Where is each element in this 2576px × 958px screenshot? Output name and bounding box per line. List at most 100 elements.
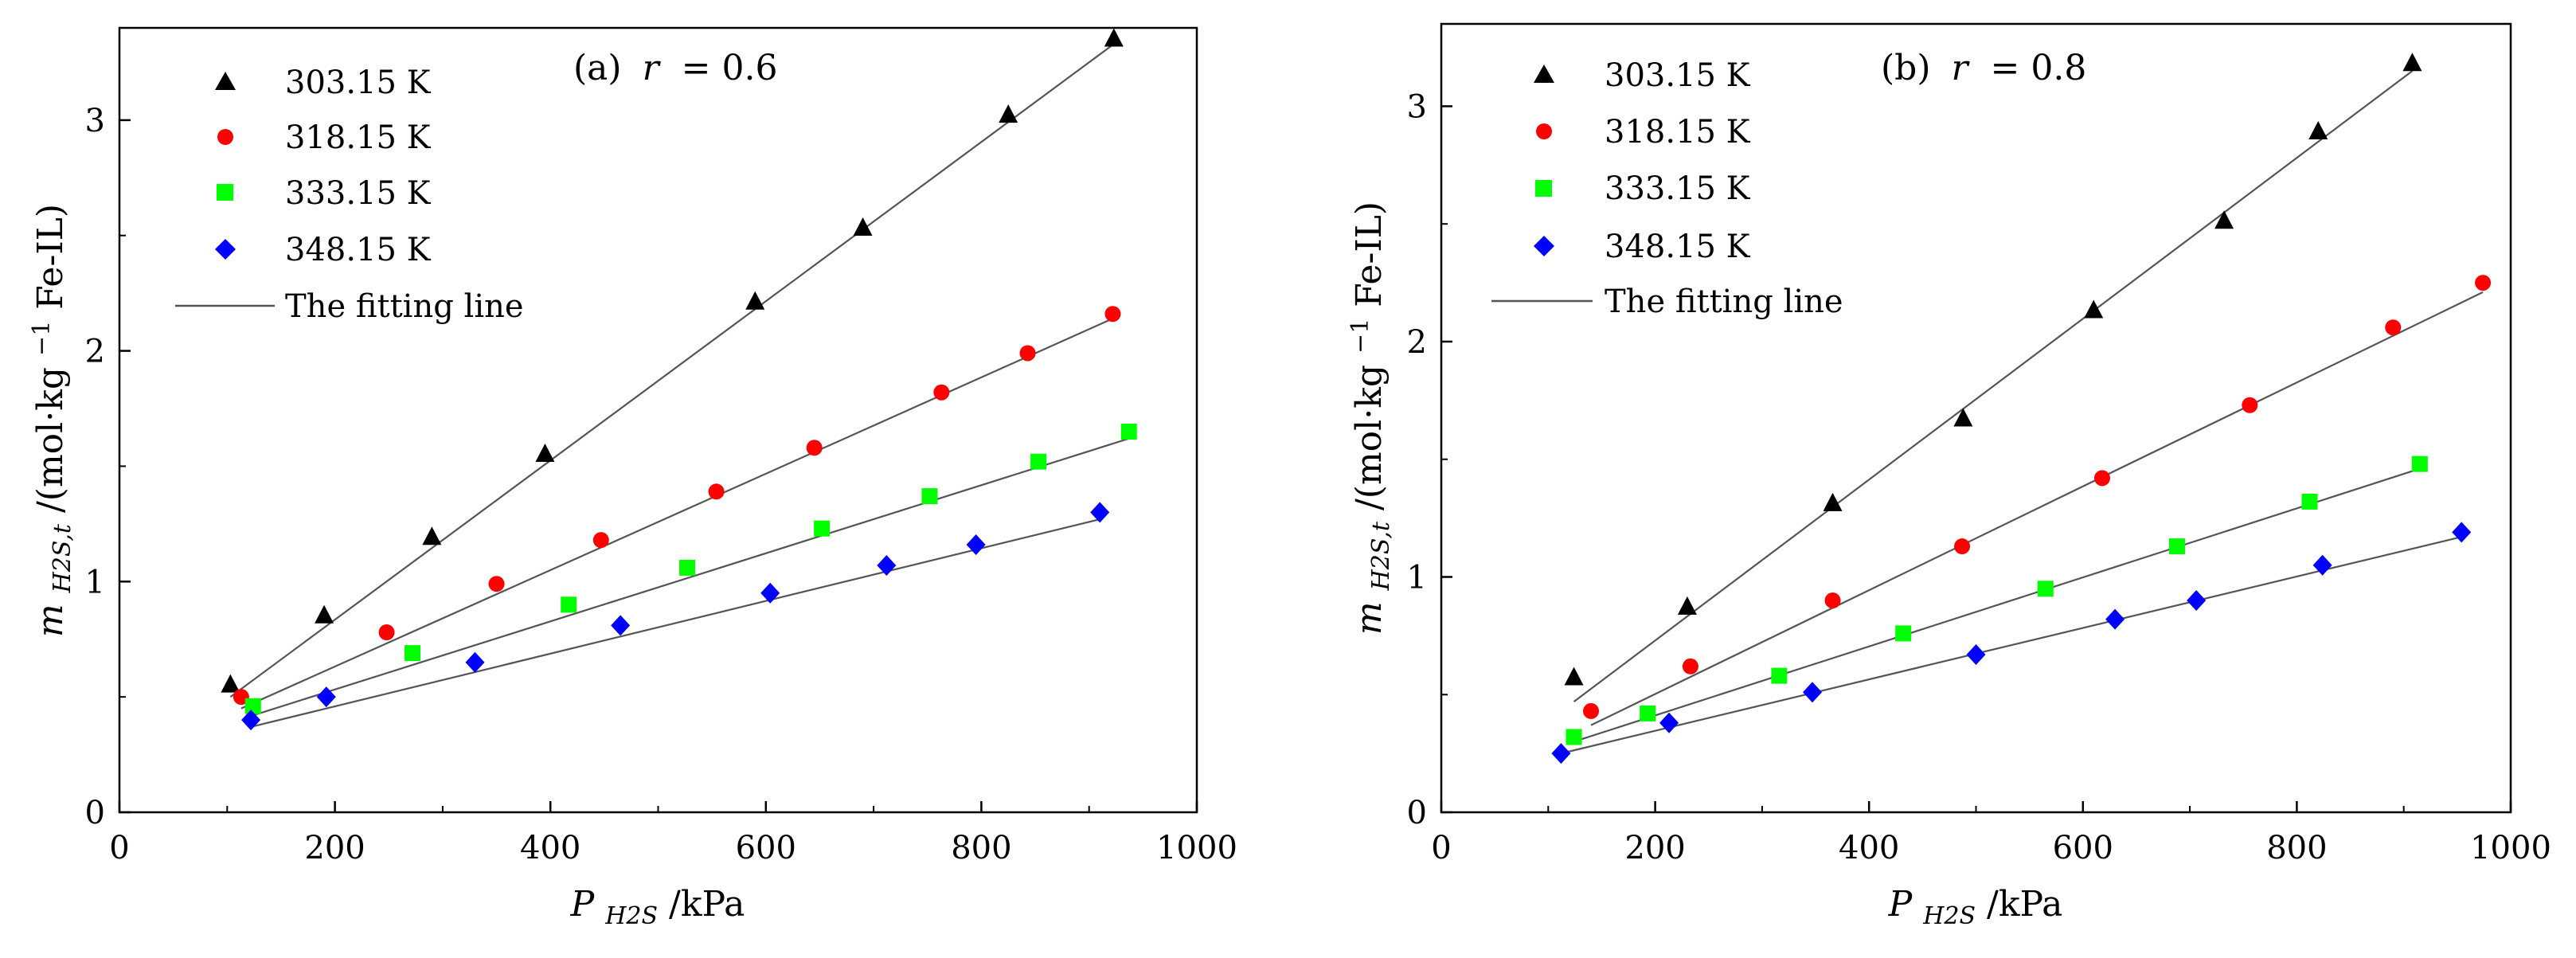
panel-a-fit-lines [229, 43, 1130, 728]
panel-a-y-tick-label: 3 [85, 103, 105, 139]
panel-a-legend-marker-348 [215, 239, 236, 260]
panel-b-point-series-0 [2084, 299, 2104, 319]
panel-a-point-series-2 [1030, 453, 1047, 470]
panel-a-point-series-2 [921, 488, 938, 505]
panel-a-point-series-2 [814, 520, 831, 537]
panel-a-plot-frame [118, 26, 1198, 814]
panel-b-y-label-sub: H2S,t [1367, 521, 1395, 591]
panel-a-point-series-1 [806, 440, 823, 456]
panel-b-x-tick-label: 400 [1839, 830, 1899, 866]
panel-a-y-tick-label: 1 [85, 564, 105, 600]
panel-a-point-series-2 [244, 698, 261, 714]
panel-b-point-series-1 [2385, 319, 2402, 336]
panel-a-point-series-3 [877, 555, 897, 577]
panel-a-point-series-1 [708, 483, 725, 500]
panel-a-point-series-1 [933, 384, 950, 401]
panel-b-y-tick-label: 1 [1407, 559, 1427, 596]
panel-b-point-series-2 [1640, 705, 1656, 721]
panel-b-point-series-3 [2105, 608, 2125, 630]
panel-a-legend-label-333: 333.15 K [285, 175, 432, 212]
panel-b-x-tick-label: 600 [2053, 830, 2113, 866]
panel-b-y-label-sup: −1 [1347, 319, 1374, 354]
panel-a-point-series-2 [405, 645, 421, 662]
panel-b-y-tick-label: 3 [1407, 88, 1427, 125]
panel-a-point-series-3 [316, 686, 336, 708]
panel-b-point-series-0 [1823, 492, 1843, 511]
panel-a-point-series-3 [241, 710, 261, 731]
panel-a-legend-label-318: 318.15 K [285, 119, 432, 156]
panel-b: 0 200 400 600 800 1000 0 1 2 3 (b) r = 0.8 303.1… [1347, 22, 2551, 930]
panel-b-legend-label-348: 348.15 K [1605, 229, 1751, 265]
panel-a-legend: 303.15 K 318.15 K 333.15 K 348.15 K The … [175, 65, 524, 325]
panel-a-fit-line-series-0 [229, 43, 1115, 698]
panel-a-point-series-0 [535, 443, 555, 462]
panel-b-x-tick-label: 1000 [2470, 830, 2551, 866]
panel-b-y-tick-label: 2 [1407, 324, 1427, 361]
panel-a-point-series-1 [378, 624, 395, 641]
panel-a-x-tick-label: 0 [109, 830, 129, 866]
panel-a-title-value: = 0.6 [670, 48, 778, 88]
panel-a-point-series-3 [611, 615, 631, 636]
panel-a-point-series-0 [999, 104, 1018, 123]
panel-b-point-series-1 [1583, 702, 1600, 719]
panel-a-point-series-0 [221, 674, 240, 693]
panel-a-x-tick-label: 800 [951, 830, 1011, 866]
panel-b-point-series-3 [2187, 590, 2207, 612]
panel-a-y-label-tail: /(mol·kg [30, 367, 71, 513]
panel-a-y-axis-label: m H2S,t /(mol·kg −1 Fe-IL) [18, 204, 79, 637]
panel-b-point-series-2 [1566, 729, 1582, 745]
panel-b-legend-fit-label: The fitting line [1605, 283, 1843, 320]
panel-a-legend-label-348: 348.15 K [285, 232, 432, 268]
panel-b-legend-label-303: 303.15 K [1605, 57, 1751, 94]
panel-b-point-series-2 [2411, 456, 2428, 472]
panel-b-fit-line-series-2 [1573, 467, 2421, 743]
panel-a-y-label-sup: −1 [28, 321, 56, 356]
panel-a-point-series-2 [679, 559, 696, 576]
panel-a-y-tick-label: 2 [85, 334, 105, 370]
panel-b-legend-label-318: 318.15 K [1605, 114, 1751, 151]
panel-b-y-label-end: Fe-IL) [1349, 201, 1390, 307]
panel-a-point-series-0 [1104, 28, 1124, 47]
panel-b-fit-lines [1561, 70, 2484, 755]
panel-a-fit-line-series-1 [240, 318, 1113, 710]
panel-a-y-tick-label: 0 [85, 795, 105, 831]
panel-b-plot-frame [1440, 22, 2512, 814]
panel-a: 0 200 400 600 800 1000 0 1 2 3 (a) r = 0.6 303.1… [18, 26, 1237, 930]
panel-b-point-series-2 [2168, 538, 2185, 555]
panel-b-point-series-1 [1954, 538, 1971, 555]
panel-b-point-series-3 [1966, 644, 1986, 665]
panel-a-point-series-1 [1104, 306, 1121, 323]
panel-a-point-series-3 [1090, 502, 1110, 523]
panel-a-point-series-0 [853, 217, 873, 237]
panel-a-fit-line-series-2 [252, 437, 1130, 717]
panel-b-x-label-tail: /kPa [1987, 884, 2062, 925]
panel-b-legend-marker-318 [1536, 123, 1552, 139]
panel-b-y-label-main: m [1349, 601, 1390, 635]
panel-a-y-ticks: 0 1 2 3 [85, 103, 131, 831]
panel-b-point-series-1 [1682, 658, 1698, 675]
panel-a-x-label-tail: /kPa [669, 884, 745, 925]
panel-b-legend: 303.15 K 318.15 K 333.15 K 348.15 K The … [1491, 57, 1843, 320]
panel-b-legend-marker-303 [1534, 65, 1554, 83]
panel-b-title-value: = 0.8 [1980, 48, 2087, 88]
panel-a-x-tick-label: 1000 [1156, 830, 1237, 866]
panel-a-point-series-2 [1120, 423, 1137, 440]
panel-b-point-series-1 [2475, 275, 2492, 291]
panel-b-x-tick-label: 800 [2266, 830, 2327, 866]
panel-a-x-label-sub: H2S [604, 902, 658, 930]
panel-a-point-series-3 [465, 651, 485, 673]
panel-b-x-label-main: P [1888, 884, 1913, 925]
panel-b-legend-label-333: 333.15 K [1605, 170, 1751, 207]
panel-a-title: (a) r = 0.6 [573, 48, 777, 88]
panel-a-fit-line-series-3 [250, 518, 1100, 728]
panel-b-x-ticks: 0 200 400 600 800 1000 [1431, 801, 2551, 866]
panel-b-y-tick-label: 0 [1407, 795, 1427, 831]
panel-b-fit-line-series-3 [1561, 536, 2462, 755]
panel-b-point-series-0 [2308, 120, 2328, 139]
panel-a-legend-marker-303 [215, 72, 236, 90]
panel-b-point-series-1 [2242, 397, 2258, 413]
panel-a-markers [221, 28, 1137, 731]
panel-b-point-series-2 [1771, 667, 1788, 684]
panel-b-fit-line-series-0 [1573, 70, 2414, 702]
